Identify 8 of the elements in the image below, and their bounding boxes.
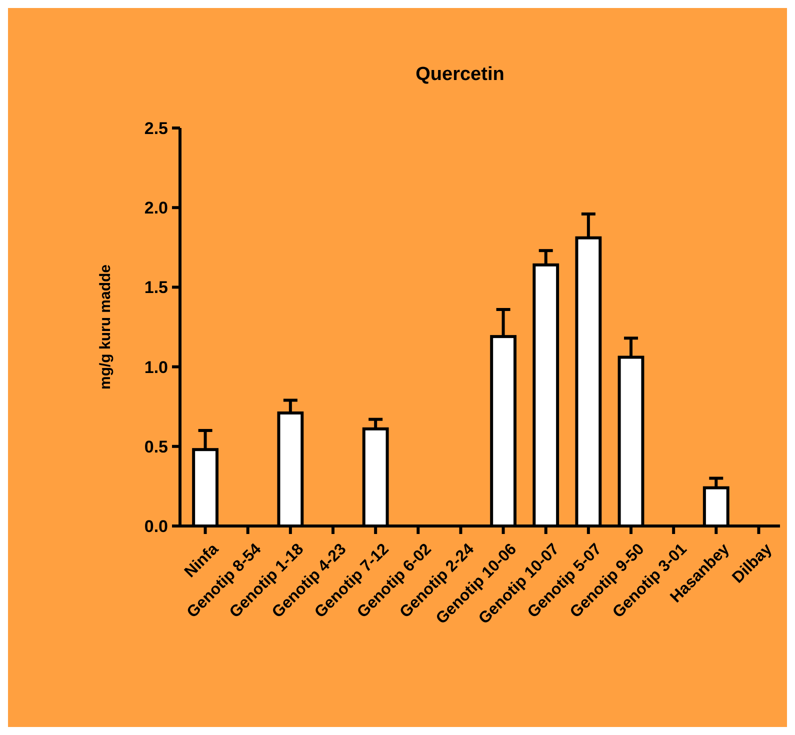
y-tick-label: 0.0	[144, 516, 168, 536]
y-tick-label: 1.5	[144, 278, 168, 298]
chart-title: Quercetin	[416, 64, 504, 85]
y-axis-title: mg/g kuru madde	[97, 264, 114, 390]
y-tick-label: 2.0	[144, 198, 168, 218]
y-tick-label: 2.5	[144, 118, 168, 138]
y-tick-label: 1.0	[144, 358, 168, 377]
y-tick-label: 0.5	[144, 437, 168, 456]
